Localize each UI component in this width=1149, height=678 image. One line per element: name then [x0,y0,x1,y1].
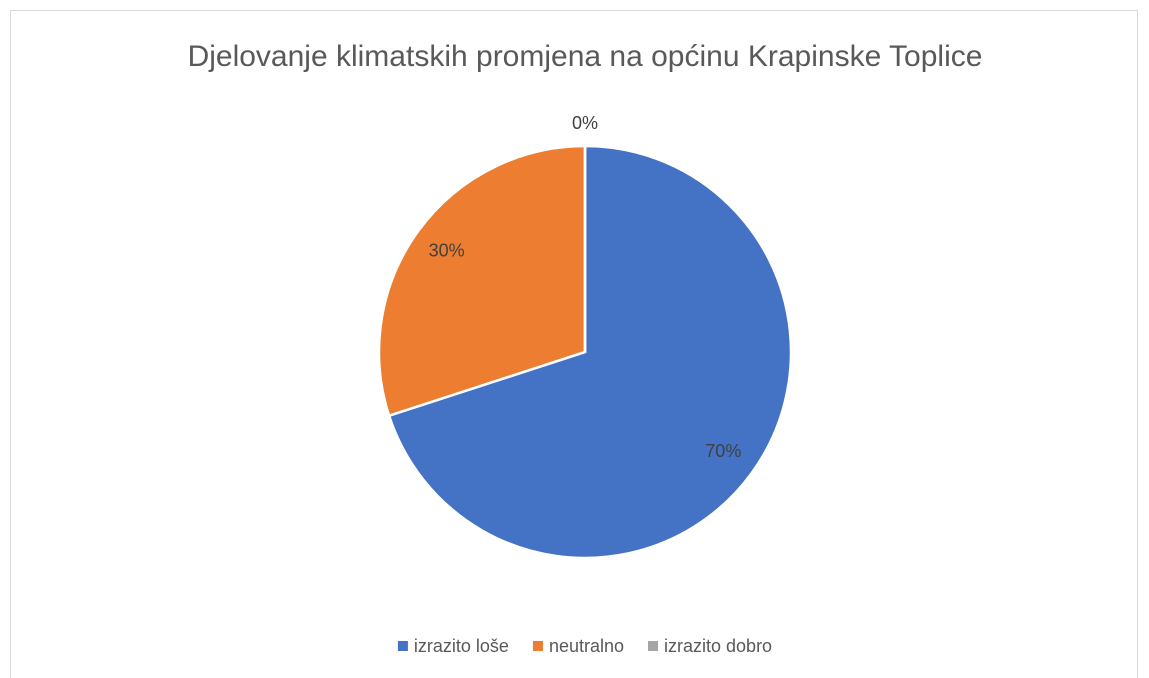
data-label: 0% [572,113,598,133]
pie-slice [377,144,587,418]
legend-swatch [532,641,543,651]
legend-swatch [397,641,408,651]
pie-slice [387,144,793,560]
chart-title: Djelovanje klimatskih promjena na općinu… [188,40,983,73]
data-label: 30% [429,240,465,260]
legend-label: izrazito dobro [664,636,772,656]
legend-swatch [648,641,659,651]
legend-label: neutralno [549,636,624,656]
data-label: 70% [705,441,741,461]
legend-label: izrazito loše [414,636,509,656]
